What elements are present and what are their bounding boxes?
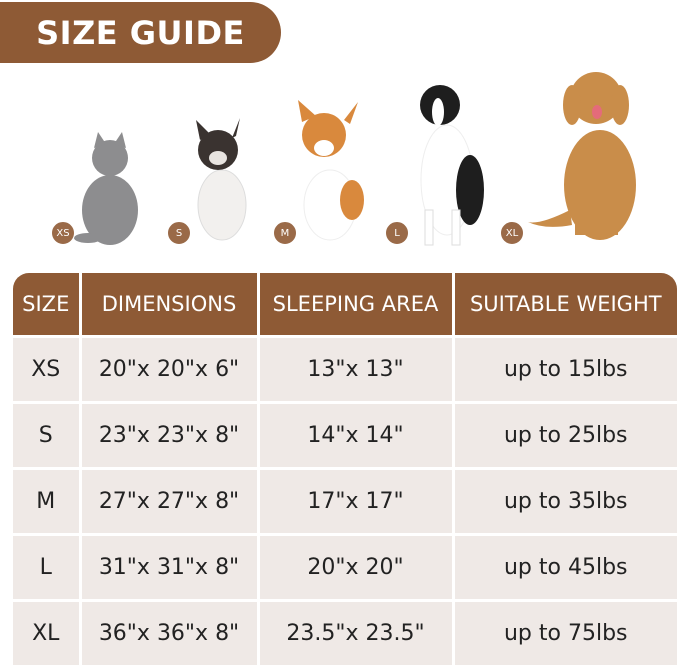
corgi-image: [298, 100, 364, 240]
cell-suitable-weight: up to 75lbs: [453, 601, 677, 665]
header-dimensions: DIMENSIONS: [80, 273, 258, 337]
cell-dimensions: 20"x 20"x 6": [80, 337, 258, 403]
border-collie-image: [420, 85, 484, 245]
cell-sleeping-area: 23.5"x 23.5": [258, 601, 453, 665]
golden-retriever-image: [528, 72, 636, 240]
cell-suitable-weight: up to 45lbs: [453, 535, 677, 601]
size-badge-m: M: [273, 221, 297, 245]
size-guide-title: SIZE GUIDE: [0, 2, 281, 63]
cell-dimensions: 36"x 36"x 8": [80, 601, 258, 665]
cell-sleeping-area: 17"x 17": [258, 469, 453, 535]
cell-size: S: [13, 403, 80, 469]
size-badge-xs: XS: [51, 221, 75, 245]
cell-sleeping-area: 20"x 20": [258, 535, 453, 601]
size-badge-l: L: [385, 221, 409, 245]
header-sleeping-area: SLEEPING AREA: [258, 273, 453, 337]
cell-sleeping-area: 14"x 14": [258, 403, 453, 469]
cell-suitable-weight: up to 25lbs: [453, 403, 677, 469]
cell-dimensions: 23"x 23"x 8": [80, 403, 258, 469]
cell-dimensions: 31"x 31"x 8": [80, 535, 258, 601]
cell-size: XS: [13, 337, 80, 403]
pet-size-illustrations: XS S M L XL: [0, 60, 679, 260]
cell-suitable-weight: up to 15lbs: [453, 337, 677, 403]
size-badge-xl: XL: [500, 221, 524, 245]
cell-size: L: [13, 535, 80, 601]
cat-image: [74, 132, 138, 245]
table-header-row: SIZE DIMENSIONS SLEEPING AREA SUITABLE W…: [13, 273, 677, 337]
size-table: SIZE DIMENSIONS SLEEPING AREA SUITABLE W…: [13, 273, 677, 665]
cell-dimensions: 27"x 27"x 8": [80, 469, 258, 535]
pet-images: [0, 60, 679, 260]
header-suitable-weight: SUITABLE WEIGHT: [453, 273, 677, 337]
cell-suitable-weight: up to 35lbs: [453, 469, 677, 535]
french-bulldog-image: [196, 118, 246, 240]
cell-sleeping-area: 13"x 13": [258, 337, 453, 403]
cell-size: XL: [13, 601, 80, 665]
size-badge-s: S: [167, 221, 191, 245]
cell-size: M: [13, 469, 80, 535]
header-size: SIZE: [13, 273, 80, 337]
